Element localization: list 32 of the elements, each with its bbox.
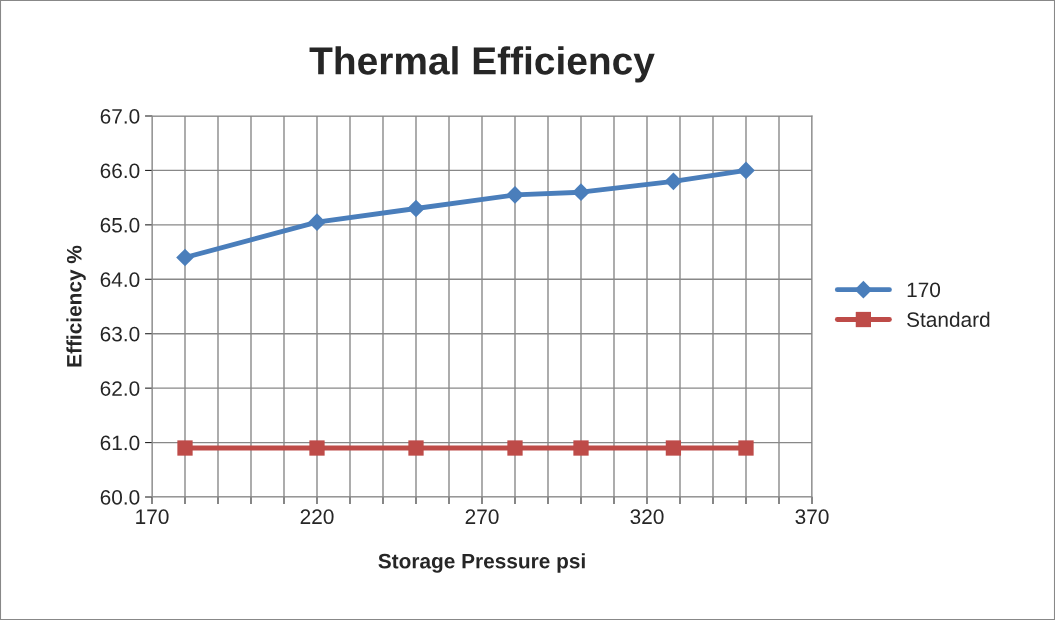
point (572, 183, 590, 202)
x-tick-label: 270 (465, 509, 499, 525)
y-tick-label: 67.0 (100, 109, 140, 124)
point (737, 161, 755, 180)
y-tick-label: 66.0 (100, 163, 140, 179)
point (408, 440, 424, 456)
y-tick-label: 63.0 (100, 326, 140, 342)
legend-label: 170 (907, 282, 941, 298)
x-tick-label: 370 (795, 509, 829, 525)
point (665, 440, 682, 456)
point (407, 199, 425, 218)
point (506, 186, 524, 204)
point (738, 440, 754, 456)
y-axis-title: Efficiency % (66, 245, 86, 367)
x-tick-label: 220 (300, 509, 334, 525)
y-tick-label: 62.0 (100, 381, 140, 396)
point (664, 172, 683, 191)
x-tick-label: 320 (630, 509, 664, 525)
point (308, 213, 326, 231)
chart-title: Thermal Efficiency (309, 46, 655, 83)
y-tick-label: 65.0 (100, 217, 140, 233)
x-axis-title: Storage Pressure psi (378, 553, 585, 573)
y-tick-label: 64.0 (100, 272, 140, 288)
point (177, 440, 193, 456)
y-tick-label: 60.0 (100, 490, 140, 505)
point (507, 440, 523, 456)
x-tick-label: 170 (136, 509, 169, 525)
point (176, 248, 194, 267)
point (573, 440, 589, 456)
point (309, 440, 325, 456)
y-tick-label: 61.0 (100, 435, 140, 451)
legend-label: Standard (907, 311, 990, 328)
